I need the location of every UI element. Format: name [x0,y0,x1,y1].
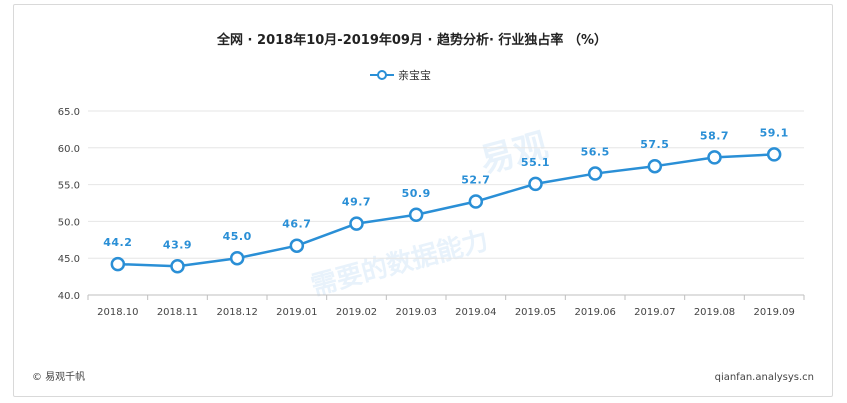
x-tick-label: 2019.01 [276,307,317,318]
y-tick-label: 45.0 [58,254,80,265]
data-point [229,250,245,266]
x-tick-label: 2018.10 [97,307,138,318]
data-label: 49.7 [342,196,371,209]
data-point [587,166,603,181]
y-tick-label: 40.0 [58,291,80,302]
x-tick-label: 2019.05 [515,307,556,318]
x-tick-label: 2019.02 [336,307,377,318]
y-tick-label: 55.0 [58,181,80,192]
data-labels: 44.2 43.9 45.0 46.7 49.7 50.9 52.7 55.1 56.5 57.5… [103,126,788,251]
x-axis: 2018.10 2018.11 2018.12 2019.01 2019.02 2019.… [87,294,805,318]
data-label: 43.9 [163,238,192,251]
data-point [707,150,722,165]
data-label: 52.7 [461,174,490,187]
watermark: 易观 需要的数据能力 [308,125,552,301]
grid [88,110,804,296]
watermark-slogan: 需要的数据能力 [308,225,492,302]
x-tick-label: 2018.11 [157,307,198,318]
x-tick-label: 2019.06 [574,307,615,318]
data-point [408,207,424,223]
line-chart: 易观 需要的数据能力 全网 · 2018年10月-2019年09月 · 趋势分析… [32,32,814,383]
footer-url: qianfan.analysys.cn [715,372,814,383]
legend-circle-marker [377,70,387,80]
x-tick-label: 2019.09 [753,307,794,318]
y-axis: 40.0 45.0 50.0 55.0 60.0 65.0 [58,107,80,302]
x-tick-label: 2019.03 [395,307,436,318]
series-qinbaobao [110,147,782,274]
data-label: 58.7 [700,129,729,142]
data-label: 56.5 [581,146,610,159]
data-label: 50.9 [402,187,431,200]
data-point [528,176,543,192]
data-label: 55.1 [521,156,550,169]
data-point [289,238,305,253]
x-tick-label: 2019.07 [634,307,675,318]
chart-frame: 易观 需要的数据能力 全网 · 2018年10月-2019年09月 · 趋势分析… [13,4,833,397]
data-label: 57.5 [640,138,669,151]
data-point [647,158,663,174]
data-point [468,194,484,209]
y-tick-label: 60.0 [58,144,80,155]
y-tick-label: 65.0 [58,107,80,118]
series-line [117,153,775,268]
data-point [349,216,364,231]
x-tick-label: 2018.12 [216,307,257,318]
x-tick-label: 2019.08 [694,307,735,318]
y-tick-label: 50.0 [58,217,80,228]
data-point [766,147,782,162]
chart-title: 全网 · 2018年10月-2019年09月 · 趋势分析· 行业独占率 （%） [216,32,607,48]
data-label: 59.1 [760,126,789,139]
data-label: 46.7 [282,218,311,231]
data-point [110,256,126,272]
legend-entry-qinbaobao: 亲宝宝 [398,68,431,82]
data-label: 44.2 [103,236,132,249]
legend: 亲宝宝 [370,68,431,82]
footer-copyright: © 易观千帆 [32,370,85,383]
x-tick-label: 2019.04 [455,307,496,318]
data-point [170,259,185,274]
data-label: 45.0 [223,230,252,243]
